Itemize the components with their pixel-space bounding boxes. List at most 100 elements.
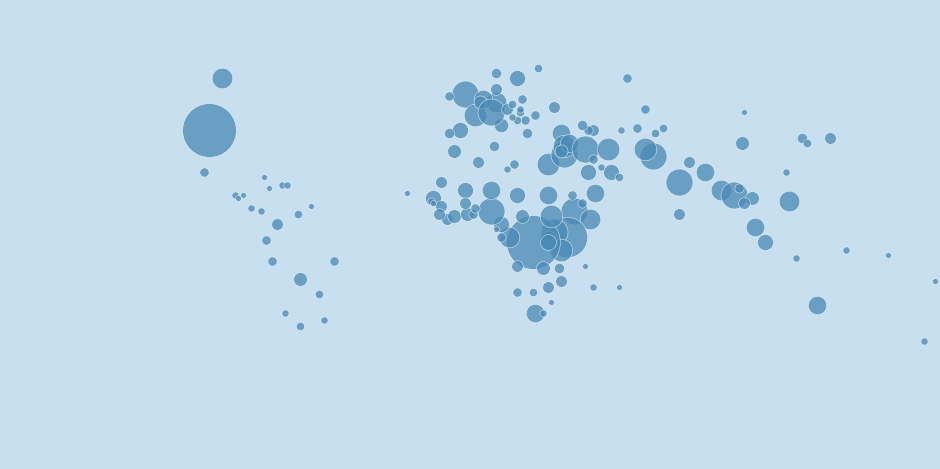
Point — [502, 234, 517, 241]
Point — [574, 199, 589, 207]
Point — [509, 288, 525, 295]
Point — [880, 251, 895, 259]
Point — [423, 197, 438, 204]
Point — [747, 223, 762, 230]
Point — [916, 338, 932, 345]
Point — [520, 129, 535, 136]
Point — [316, 317, 331, 324]
Point — [509, 116, 525, 124]
Point — [562, 140, 577, 147]
Point — [744, 194, 760, 202]
Point — [494, 220, 509, 228]
Point — [483, 108, 498, 116]
Point — [546, 228, 561, 235]
Point — [264, 257, 279, 265]
Point — [230, 194, 245, 202]
Point — [781, 197, 796, 204]
Point — [530, 64, 545, 71]
Point — [439, 215, 454, 223]
Point — [588, 189, 603, 197]
Point — [682, 158, 697, 165]
Point — [470, 158, 485, 165]
Point — [574, 121, 589, 129]
Point — [731, 184, 746, 191]
Point — [554, 278, 569, 285]
Point — [515, 95, 530, 103]
Point — [713, 187, 728, 194]
Point — [697, 168, 713, 176]
Point — [556, 142, 572, 150]
Point — [433, 202, 448, 210]
Point — [512, 106, 527, 113]
Point — [442, 129, 457, 136]
Point — [507, 160, 522, 168]
Point — [452, 127, 467, 134]
Point — [457, 187, 472, 194]
Point — [473, 98, 488, 106]
Point — [586, 155, 601, 163]
Point — [277, 309, 292, 317]
Point — [536, 265, 551, 272]
Point — [611, 283, 626, 290]
Point — [554, 246, 569, 254]
Point — [737, 199, 752, 207]
Point — [577, 145, 592, 152]
Point — [554, 129, 569, 136]
Point — [504, 100, 519, 108]
Point — [327, 257, 342, 265]
Point — [525, 239, 540, 246]
Point — [734, 140, 749, 147]
Point — [577, 262, 592, 270]
Point — [400, 189, 415, 197]
Point — [611, 174, 626, 181]
Point — [457, 90, 472, 98]
Point — [426, 199, 441, 207]
Point — [269, 220, 284, 228]
Point — [517, 116, 532, 124]
Point — [261, 184, 276, 191]
Point — [254, 207, 269, 215]
Point — [794, 134, 809, 142]
Point — [540, 239, 556, 246]
Point — [446, 212, 462, 220]
Point — [243, 204, 258, 212]
Point — [311, 291, 326, 298]
Point — [468, 111, 483, 118]
Point — [468, 204, 483, 212]
Point — [564, 192, 579, 199]
Point — [614, 127, 629, 134]
Point — [235, 192, 250, 199]
Point — [489, 98, 504, 106]
Point — [789, 254, 804, 262]
Point — [196, 168, 212, 176]
Point — [540, 192, 556, 199]
Point — [476, 95, 491, 103]
Point — [536, 309, 551, 317]
Point — [489, 69, 504, 77]
Point — [527, 309, 542, 317]
Point — [656, 124, 671, 131]
Point — [483, 207, 498, 215]
Point — [778, 168, 793, 176]
Point — [494, 121, 509, 129]
Point — [486, 142, 501, 150]
Point — [838, 246, 854, 254]
Point — [457, 199, 472, 207]
Point — [465, 210, 480, 218]
Point — [567, 207, 582, 215]
Point — [586, 127, 601, 134]
Point — [671, 179, 686, 186]
Point — [201, 127, 216, 134]
Point — [637, 145, 652, 152]
Point — [559, 234, 574, 241]
Point — [527, 111, 542, 118]
Point — [433, 179, 448, 186]
Point — [292, 275, 307, 282]
Point — [509, 75, 525, 82]
Point — [489, 226, 504, 233]
Point — [822, 134, 838, 142]
Point — [580, 127, 595, 134]
Point — [601, 145, 616, 152]
Point — [304, 202, 319, 210]
Point — [546, 103, 561, 111]
